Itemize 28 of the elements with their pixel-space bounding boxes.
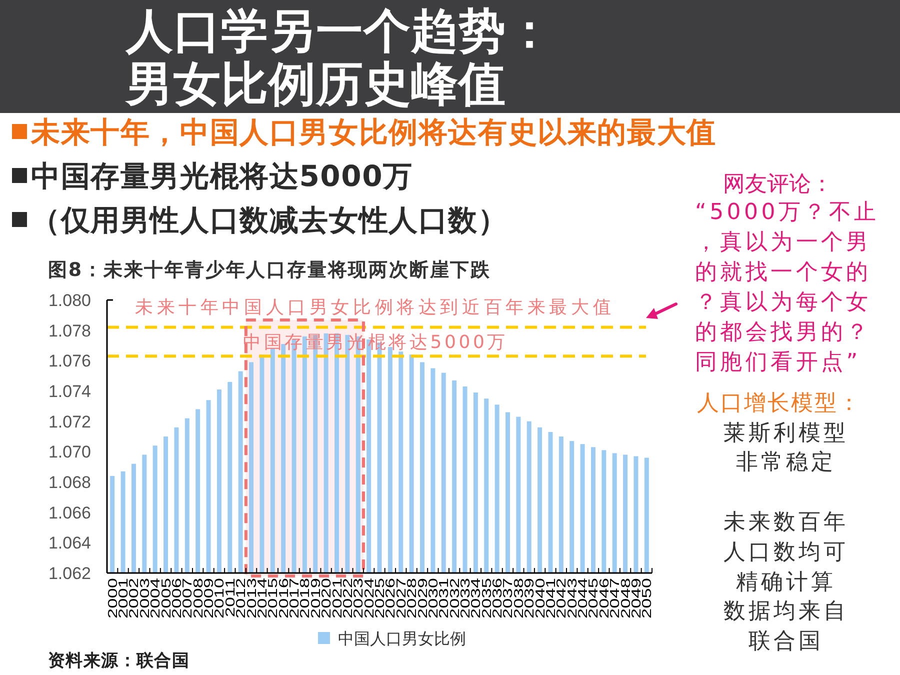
y-tick-label: 1.068 [48,473,91,492]
legend-label: 中国人口男女比例 [338,629,466,648]
text: 中国存量男光棍将达5000万 [31,158,413,195]
text: 人口数均可 [724,538,848,566]
text: 资料来源：联合国 [48,650,190,672]
text: 网友评论： [723,170,833,198]
y-tick-label: 1.074 [48,382,91,401]
text: 非常稳定 [736,448,836,476]
text: 精确计算 [736,568,836,596]
y-tick-label: 1.080 [48,291,91,310]
chart-title: 人口学另一个趋势：男女比例历史峰值 [126,4,554,112]
y-tick-label: 1.064 [48,534,91,553]
y-tick-label: 1.066 [48,503,91,522]
y-tick-label: 1.070 [48,442,91,462]
annotation: 未来十年中国人口男女比例将达到近百年来最大值 [135,296,615,318]
chart-subtitle: 图8：未来十年青少年人口存量将现两次断崖下跌 [48,258,492,282]
y-tick-label: 1.078 [48,321,91,340]
text: “5000万？不止，真以为一个男的就找一个女的？真以为每个女的都会找男的？同胞们看开点” [695,199,880,377]
text: 未来十年，中国人口男女比例将达有史以来的最大值 [31,114,716,151]
text: （仅用男性人口数减去女性人口数） [31,202,508,239]
text: 联合国 [748,628,824,656]
y-tick-label: 1.076 [48,352,91,371]
text: 莱斯利模型 [724,420,848,448]
text: 数据均来自 [724,598,848,626]
text: 人口增长模型： [696,390,862,418]
text: 未来数百年 [724,508,848,536]
y-tick-label: 1.072 [48,412,91,432]
y-tick-label: 1.062 [48,564,91,583]
